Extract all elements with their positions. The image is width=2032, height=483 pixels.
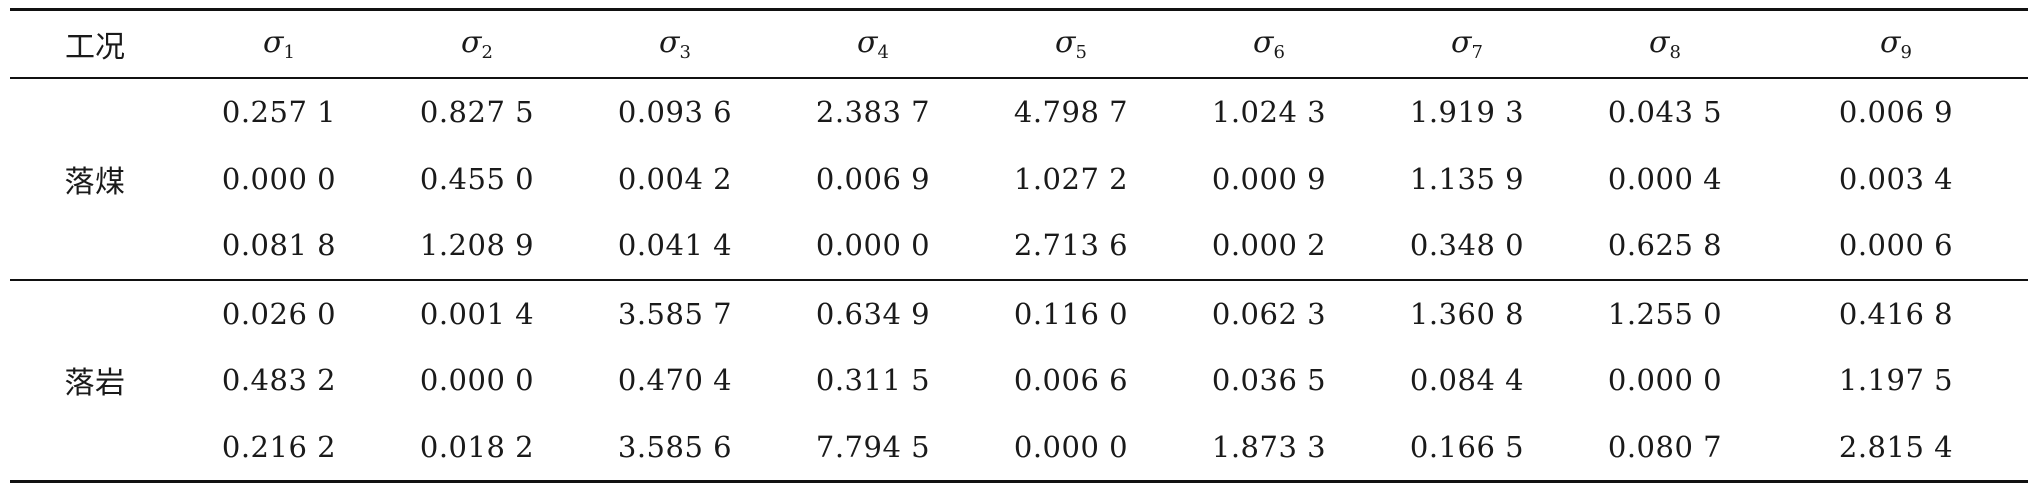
header-sigma-3: σ3	[576, 8, 774, 79]
table-cell: 1.919 3	[1409, 95, 1525, 130]
sigma-symbol: σ	[1253, 25, 1274, 60]
table-cell: 1.255 0	[1607, 296, 1723, 331]
sigma-symbol: σ	[1055, 25, 1076, 60]
data-table-container: 工况 σ1 σ2 σ3 σ4 σ5 σ6 σ7 σ8 σ9 落煤 0.257 1…	[10, 8, 2028, 483]
table-cell: 2.383 7	[815, 95, 931, 130]
table-cell: 0.000 0	[221, 161, 337, 196]
table-cell: 0.216 2	[180, 413, 378, 483]
table-cell: 0.625 8	[1566, 212, 1764, 281]
table-cell: 0.116 0	[1013, 296, 1129, 331]
sigma-symbol: σ	[1451, 25, 1472, 60]
table-cell: 0.062 3	[1211, 296, 1327, 331]
sigma-symbol: σ	[1880, 25, 1901, 60]
table-cell: 0.000 4	[1607, 161, 1723, 196]
sigma-symbol: σ	[659, 25, 680, 60]
table-row: 0.000 0 0.455 0 0.004 2 0.006 9 1.027 2 …	[10, 146, 2028, 213]
sigma-index: 7	[1471, 42, 1483, 63]
sigma-index: 5	[1075, 42, 1087, 63]
table-cell: 1.873 3	[1170, 413, 1368, 483]
header-sigma-5: σ5	[972, 8, 1170, 79]
header-sigma-4: σ4	[774, 8, 972, 79]
table-cell: 3.585 7	[617, 296, 733, 331]
table-row: 落煤 0.257 1 0.827 5 0.093 6 2.383 7 4.798…	[10, 78, 2028, 281]
sigma-symbol: σ	[263, 25, 284, 60]
table-cell: 0.000 0	[972, 413, 1170, 483]
table-cell: 0.000 6	[1764, 212, 2028, 281]
table-cell: 0.257 1	[221, 95, 337, 130]
table-cell: 0.084 4	[1409, 363, 1525, 398]
table-cell: 0.080 7	[1566, 413, 1764, 483]
header-sigma-7: σ7	[1368, 8, 1566, 79]
sigma-index: 8	[1669, 42, 1681, 63]
table-cell: 0.348 0	[1368, 212, 1566, 281]
sigma-index: 1	[283, 42, 295, 63]
table-row: 0.216 2 0.018 2 3.585 6 7.794 5 0.000 0 …	[10, 413, 2028, 483]
table-cell: 0.000 9	[1211, 161, 1327, 196]
table-cell: 0.483 2	[221, 363, 337, 398]
table-cell: 1.135 9	[1409, 161, 1525, 196]
table-cell: 0.006 6	[1013, 363, 1129, 398]
header-sigma-9: σ9	[1764, 8, 2028, 79]
table-cell: 2.815 4	[1764, 413, 2028, 483]
sigma-symbol: σ	[1649, 25, 1670, 60]
table-cell: 0.004 2	[617, 161, 733, 196]
table-cell: 0.000 0	[1607, 363, 1723, 398]
table-cell: 2.713 6	[972, 212, 1170, 281]
sigma-index: 6	[1273, 42, 1285, 63]
table-cell: 4.798 7	[1013, 95, 1129, 130]
table-cell: 0.003 4	[1838, 161, 1954, 196]
header-condition: 工况	[10, 8, 180, 79]
header-sigma-2: σ2	[378, 8, 576, 79]
table-cell: 0.041 4	[576, 212, 774, 281]
table-cell: 1.024 3	[1211, 95, 1327, 130]
table-cell: 3.585 6	[576, 413, 774, 483]
table-cell: 0.827 5	[419, 95, 535, 130]
table-cell: 0.000 2	[1170, 212, 1368, 281]
table-cell: 0.043 5	[1607, 95, 1723, 130]
table-cell: 1.027 2	[1013, 161, 1129, 196]
sigma-symbol: σ	[857, 25, 878, 60]
table-cell: 0.093 6	[617, 95, 733, 130]
table-cell: 0.006 9	[815, 161, 931, 196]
table-cell: 0.000 0	[774, 212, 972, 281]
table-cell: 0.455 0	[419, 161, 535, 196]
table-row: 落岩 0.026 0 0.001 4 3.585 7 0.634 9 0.116…	[10, 279, 2028, 483]
table-row: 0.483 2 0.000 0 0.470 4 0.311 5 0.006 6 …	[10, 347, 2028, 414]
table-cell: 0.634 9	[815, 296, 931, 331]
table-cell: 1.208 9	[378, 212, 576, 281]
sigma-index: 9	[1900, 42, 1912, 63]
table-body: 落煤 0.257 1 0.827 5 0.093 6 2.383 7 4.798…	[10, 78, 2028, 483]
table-cell: 0.470 4	[617, 363, 733, 398]
sigma-index: 4	[877, 42, 889, 63]
sigma-index: 3	[679, 42, 691, 63]
table-row: 0.081 8 1.208 9 0.041 4 0.000 0 2.713 6 …	[10, 212, 2028, 281]
table-cell: 0.018 2	[378, 413, 576, 483]
table-cell: 1.360 8	[1409, 296, 1525, 331]
table-cell: 0.036 5	[1211, 363, 1327, 398]
sigma-symbol: σ	[461, 25, 482, 60]
table-header-row: 工况 σ1 σ2 σ3 σ4 σ5 σ6 σ7 σ8 σ9	[10, 8, 2028, 79]
header-sigma-1: σ1	[180, 8, 378, 79]
sigma-data-table: 工况 σ1 σ2 σ3 σ4 σ5 σ6 σ7 σ8 σ9 落煤 0.257 1…	[10, 8, 2028, 483]
table-cell: 7.794 5	[774, 413, 972, 483]
sigma-index: 2	[481, 42, 493, 63]
condition-cell: 落煤	[10, 78, 180, 281]
table-cell: 1.197 5	[1838, 363, 1954, 398]
table-cell: 0.000 0	[419, 363, 535, 398]
header-sigma-6: σ6	[1170, 8, 1368, 79]
table-cell: 0.166 5	[1368, 413, 1566, 483]
table-cell: 0.311 5	[815, 363, 931, 398]
table-cell: 0.081 8	[180, 212, 378, 281]
condition-cell: 落岩	[10, 279, 180, 483]
header-sigma-8: σ8	[1566, 8, 1764, 79]
table-cell: 0.006 9	[1838, 95, 1954, 130]
table-cell: 0.026 0	[221, 296, 337, 331]
table-cell: 0.001 4	[419, 296, 535, 331]
table-cell: 0.416 8	[1838, 296, 1954, 331]
